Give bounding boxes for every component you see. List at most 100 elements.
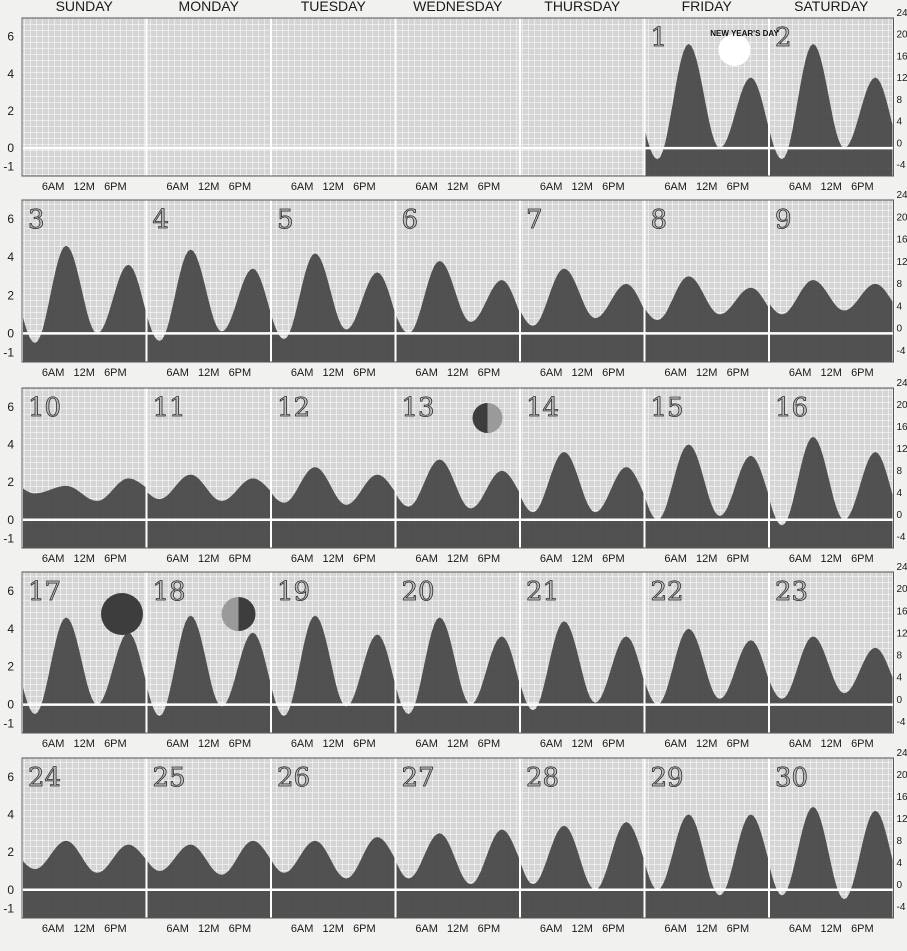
day-number: 25 — [153, 763, 186, 793]
time-tick: 6PM — [851, 181, 874, 193]
time-tick: 6PM — [353, 738, 376, 750]
time-tick: 12M — [198, 553, 219, 565]
time-tick: 6AM — [415, 738, 438, 750]
time-tick: 12M — [198, 181, 219, 193]
time-tick: 6AM — [42, 923, 65, 935]
right-axis-tick: 4 — [897, 488, 903, 499]
time-tick: 6PM — [353, 923, 376, 935]
day-number: 11 — [153, 393, 186, 423]
left-axis-tick: 2 — [7, 475, 14, 489]
day-number: 14 — [526, 393, 559, 423]
time-tick: 12M — [198, 367, 219, 379]
right-axis-tick: 0 — [897, 695, 903, 706]
tide-curve-day-28 — [520, 822, 645, 918]
right-axis-tick: 8 — [897, 466, 903, 477]
time-tick: 6PM — [851, 553, 874, 565]
weekday-label: SUNDAY — [56, 0, 114, 14]
time-tick: 6AM — [42, 738, 65, 750]
right-axis-tick: 20 — [897, 770, 907, 781]
day-number: 15 — [651, 393, 684, 423]
right-axis-tick: 12 — [897, 257, 907, 268]
time-tick: 12M — [447, 738, 468, 750]
time-tick: 6AM — [291, 923, 314, 935]
time-tick: 12M — [74, 181, 95, 193]
day-number: 4 — [153, 205, 170, 235]
day-number: 9 — [775, 205, 792, 235]
week-frame — [21, 199, 894, 363]
time-tick: 6PM — [727, 367, 750, 379]
day-number: 23 — [775, 577, 808, 607]
weekday-label: MONDAY — [179, 0, 240, 14]
time-tick: 6PM — [478, 923, 501, 935]
time-tick: 6AM — [166, 738, 189, 750]
time-tick: 6AM — [789, 923, 812, 935]
tide-curve-day-29 — [644, 814, 769, 918]
day-number: 13 — [402, 393, 435, 423]
tide-curve-day-27 — [395, 829, 520, 918]
right-axis-tick: 4 — [897, 301, 903, 312]
right-axis-tick: -4 — [897, 717, 906, 728]
full-moon-icon — [718, 34, 751, 66]
week-frame — [21, 571, 894, 734]
day-number: 20 — [402, 577, 435, 607]
day-number: 29 — [651, 763, 684, 793]
right-axis-tick: -4 — [897, 532, 906, 543]
day-number: 18 — [153, 577, 186, 607]
right-axis-tick: 8 — [897, 95, 903, 106]
right-axis-tick: 16 — [897, 606, 907, 617]
time-tick: 12M — [821, 738, 842, 750]
tide-curve-day-25 — [146, 840, 271, 918]
left-axis-tick: 0 — [7, 326, 14, 340]
left-axis-tick: -1 — [3, 902, 14, 916]
left-axis-tick: -1 — [3, 160, 14, 174]
right-axis-tick: 4 — [897, 673, 903, 684]
time-tick: 12M — [447, 553, 468, 565]
tide-curve-day-26 — [271, 837, 396, 918]
right-axis-tick: 16 — [897, 51, 907, 62]
time-tick: 6PM — [104, 738, 127, 750]
time-tick: 6PM — [229, 367, 252, 379]
right-axis-tick: -4 — [897, 346, 906, 357]
time-tick: 6PM — [602, 181, 625, 193]
left-axis-tick: 0 — [7, 513, 14, 527]
right-axis-tick: 4 — [897, 117, 903, 128]
tide-curve-day-23 — [769, 636, 894, 733]
left-axis-tick: 2 — [7, 104, 14, 118]
time-tick: 12M — [323, 181, 344, 193]
time-tick: 12M — [74, 738, 95, 750]
week-frame — [21, 757, 894, 919]
tide-curve-day-8 — [644, 276, 769, 362]
time-tick: 6PM — [727, 923, 750, 935]
right-axis-tick: -4 — [897, 160, 906, 171]
time-tick: 12M — [74, 923, 95, 935]
time-tick: 6PM — [602, 367, 625, 379]
right-axis-tick: 16 — [897, 235, 907, 246]
right-axis-tick: 24 — [897, 378, 907, 389]
time-tick: 12M — [821, 923, 842, 935]
day-number: 26 — [277, 763, 310, 793]
right-axis-tick: 12 — [897, 444, 907, 455]
time-tick: 12M — [198, 923, 219, 935]
time-tick: 12M — [696, 367, 717, 379]
time-tick: 6AM — [540, 367, 563, 379]
time-tick: 6PM — [353, 181, 376, 193]
time-tick: 6AM — [664, 367, 687, 379]
time-tick: 6PM — [727, 553, 750, 565]
left-axis-tick: 4 — [7, 67, 14, 81]
time-tick: 6AM — [166, 923, 189, 935]
time-tick: 6AM — [166, 367, 189, 379]
time-tick: 6PM — [104, 923, 127, 935]
time-tick: 6PM — [478, 738, 501, 750]
first-quarter-moon-shade — [221, 597, 239, 631]
tide-curve-day-9 — [769, 280, 894, 362]
time-tick: 12M — [572, 367, 593, 379]
time-tick: 6AM — [540, 738, 563, 750]
left-axis-tick: 6 — [7, 770, 14, 784]
tide-curve-day-10 — [22, 478, 147, 548]
weekday-label: SATURDAY — [794, 0, 869, 14]
right-axis-tick: 0 — [897, 880, 903, 891]
right-axis-tick: 24 — [897, 748, 907, 759]
